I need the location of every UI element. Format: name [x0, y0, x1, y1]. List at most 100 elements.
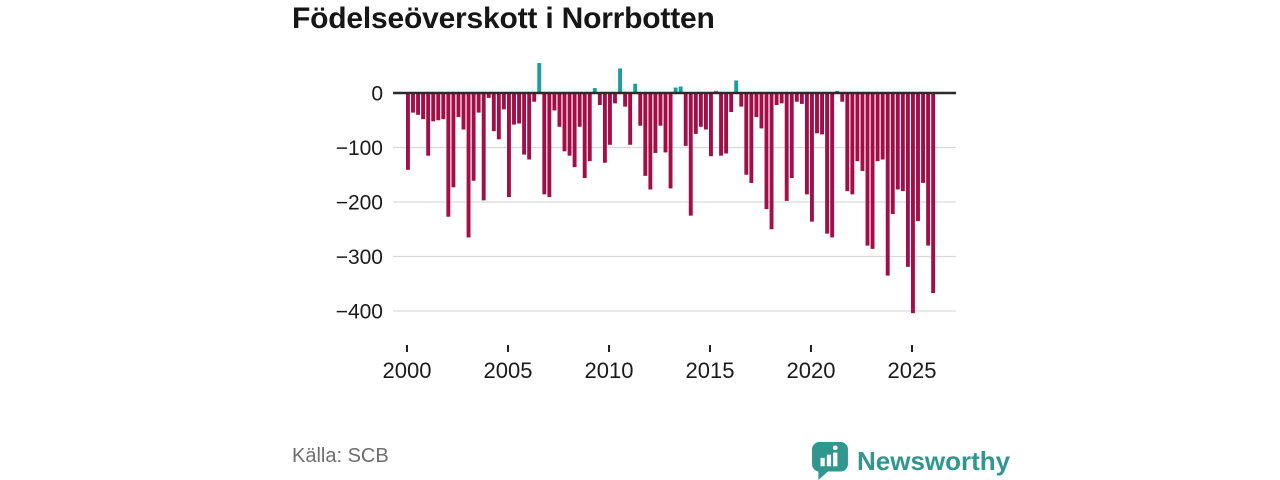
bar [638, 93, 643, 126]
bar [643, 93, 648, 176]
bar [663, 93, 668, 153]
bar [608, 93, 612, 145]
bar [875, 93, 880, 162]
bar [865, 93, 870, 246]
bar [855, 93, 860, 162]
bar [769, 93, 774, 230]
bar [734, 80, 739, 94]
bar [926, 93, 931, 246]
bar [441, 93, 446, 120]
bar [895, 93, 900, 190]
bar [709, 93, 713, 157]
y-tick-label: −300 [336, 246, 383, 269]
bar [774, 93, 779, 105]
bar [921, 93, 925, 183]
bar [471, 93, 476, 181]
bar [547, 93, 552, 198]
bar [416, 93, 420, 115]
source-note: Källa: SCB [292, 445, 389, 467]
bar [794, 93, 799, 102]
x-tick-label: 2015 [686, 358, 735, 383]
bar [476, 93, 481, 113]
bar [729, 93, 734, 113]
bar [501, 93, 506, 110]
bar [693, 93, 698, 134]
bar [552, 93, 557, 111]
bar [688, 93, 693, 216]
bar [724, 93, 729, 154]
bar [431, 93, 436, 122]
bar [784, 93, 789, 201]
bar [764, 93, 769, 210]
bar [517, 93, 521, 124]
bar [456, 93, 461, 117]
bar [491, 93, 496, 132]
bar [446, 93, 451, 217]
bar [850, 93, 855, 195]
bar [673, 87, 678, 93]
y-tick-label: −100 [336, 137, 383, 160]
bar [426, 93, 431, 156]
bar [739, 93, 744, 107]
x-tick-label: 2005 [484, 358, 533, 383]
bar [587, 93, 592, 162]
bar [572, 93, 577, 168]
bar [754, 93, 759, 117]
y-tick-label: 0 [371, 83, 383, 106]
y-tick-label: −200 [336, 192, 383, 215]
bar [668, 93, 673, 189]
bar [486, 93, 491, 98]
bar [496, 93, 501, 140]
bar [860, 93, 865, 171]
bar [779, 93, 784, 104]
bar [613, 93, 617, 104]
bar [481, 93, 486, 201]
bar [623, 93, 628, 107]
newsworthy-wordmark: Newsworthy [857, 445, 1011, 476]
bar [537, 63, 542, 93]
bar [406, 93, 410, 170]
bar [678, 86, 683, 93]
bar [602, 93, 607, 163]
bar [618, 68, 622, 93]
bar [905, 93, 910, 267]
bar [804, 93, 809, 195]
x-tick-label: 2010 [585, 358, 634, 383]
bar [542, 93, 547, 195]
bar [683, 93, 688, 146]
bar [466, 93, 471, 238]
newsworthy-logo: Newsworthy [812, 442, 1010, 480]
bar [562, 93, 567, 152]
bar [810, 93, 814, 222]
bar [845, 93, 850, 192]
x-tick-label: 2020 [787, 358, 836, 383]
bar [825, 93, 830, 234]
bar [880, 93, 885, 160]
bar [815, 93, 819, 134]
bar [820, 93, 824, 135]
bar [421, 93, 426, 120]
bar [911, 93, 915, 314]
bar [532, 93, 537, 102]
bar [648, 93, 653, 190]
bar [512, 93, 516, 125]
bar [799, 93, 804, 104]
bar [719, 93, 723, 156]
bar [577, 93, 582, 127]
bar [840, 93, 845, 102]
bar [633, 83, 638, 93]
bar [744, 93, 749, 175]
bar [885, 93, 890, 276]
y-tick-label: −400 [336, 301, 383, 324]
bar [527, 93, 532, 160]
bar [890, 93, 895, 214]
bar [451, 93, 456, 188]
x-tick-label: 2000 [383, 358, 432, 383]
bar [522, 93, 527, 155]
bar [411, 93, 415, 113]
bar [507, 93, 511, 198]
bar [653, 93, 658, 153]
